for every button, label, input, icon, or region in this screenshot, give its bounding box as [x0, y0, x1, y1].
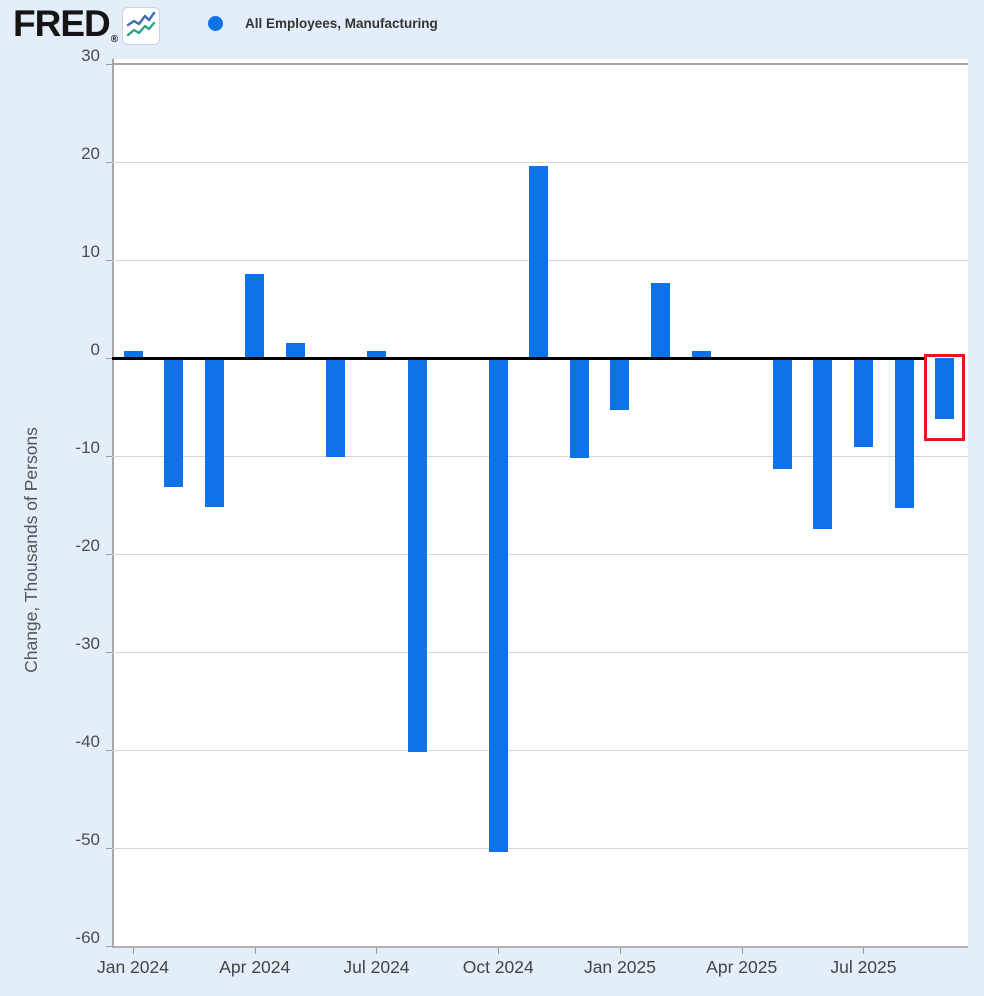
registered-trademark: ® [110, 34, 118, 45]
highlight-box [924, 354, 966, 441]
bar-jun-2025[interactable] [813, 358, 833, 529]
y-tick-mark [106, 358, 112, 359]
zero-line [112, 357, 927, 360]
x-tick-mark [741, 948, 743, 954]
bar-jan-2024[interactable] [123, 351, 143, 358]
bar-jul-2025[interactable] [853, 358, 873, 448]
x-tick-mark [376, 948, 378, 954]
bar-mar-2025[interactable] [691, 351, 711, 358]
y-tick-mark [106, 652, 112, 653]
bar-aug-2025[interactable] [894, 358, 914, 508]
y-axis-tick-label: 30 [81, 46, 100, 65]
bar-oct-2024[interactable] [488, 358, 508, 852]
gridline [112, 161, 968, 163]
chart-legend: All Employees, Manufacturing [208, 10, 438, 36]
y-axis-tick-label: -50 [75, 830, 100, 849]
x-tick-mark [863, 948, 865, 954]
y-axis-tick-label: -60 [75, 928, 100, 947]
bar-may-2025[interactable] [772, 358, 792, 469]
bar-feb-2025[interactable] [651, 282, 671, 358]
bar-sep-2025[interactable] [935, 358, 955, 419]
fred-logo-text: FRED [13, 3, 111, 44]
fred-chart-icon [122, 7, 160, 45]
x-tick-mark [133, 948, 134, 954]
bar-jan-2025[interactable] [610, 358, 630, 410]
bar-aug-2024[interactable] [407, 358, 427, 752]
y-axis-tick-label: 20 [81, 144, 100, 163]
y-axis-tick-label: -10 [75, 438, 100, 457]
legend-marker-icon [208, 15, 223, 31]
x-tick-mark [619, 948, 621, 954]
fred-chart-icon-glyph [126, 11, 156, 37]
y-axis-tick-label: 0 [90, 340, 100, 359]
x-tick-mark [254, 948, 256, 954]
y-axis-tick-label: -20 [75, 536, 100, 555]
bar-jul-2024[interactable] [366, 351, 386, 358]
y-tick-mark [106, 946, 112, 947]
y-tick-mark [106, 554, 112, 555]
x-axis-tick-label: Jan 2025 [583, 957, 656, 977]
x-axis-tick-label: Jul 2025 [830, 957, 897, 977]
y-tick-mark [106, 260, 112, 261]
x-axis-tick-label: Jul 2024 [343, 957, 410, 977]
gridline [112, 651, 968, 653]
y-tick-mark [106, 848, 112, 849]
x-axis-tick-label: Oct 2024 [462, 957, 534, 977]
bar-dec-2024[interactable] [569, 358, 589, 458]
x-axis-tick-label: Apr 2024 [219, 957, 291, 977]
y-tick-mark [106, 162, 112, 163]
x-tick-mark [498, 948, 500, 954]
y-tick-mark [106, 456, 112, 457]
bar-may-2024[interactable] [285, 343, 305, 358]
gridline [112, 847, 968, 849]
bar-feb-2024[interactable] [164, 358, 184, 488]
gridline [112, 63, 968, 65]
x-axis-tick-label: Apr 2025 [706, 957, 778, 977]
gridline [112, 749, 968, 751]
y-axis-tick-label: -40 [75, 732, 100, 751]
bar-mar-2024[interactable] [204, 358, 224, 507]
x-axis-tick-label: Jan 2024 [96, 957, 169, 977]
y-axis-tick-label: -30 [75, 634, 100, 653]
header: FRED® All Employees, Manufacturing [0, 0, 984, 52]
y-tick-mark [106, 64, 112, 65]
y-axis-tick-label: 10 [81, 242, 100, 261]
bar-apr-2024[interactable] [245, 273, 265, 358]
legend-series-label[interactable]: All Employees, Manufacturing [245, 15, 438, 31]
gridline [112, 455, 968, 457]
fred-logo[interactable]: FRED® [13, 2, 118, 56]
y-tick-mark [106, 750, 112, 751]
gridline [112, 553, 968, 555]
bar-nov-2024[interactable] [529, 165, 549, 358]
bar-jun-2024[interactable] [326, 358, 346, 457]
